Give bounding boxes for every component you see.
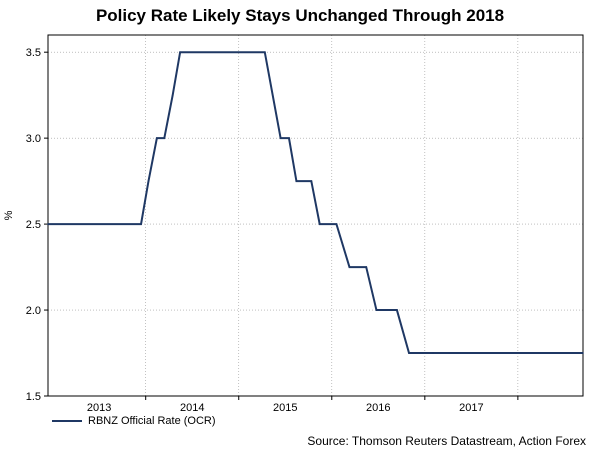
data-point [365, 266, 368, 268]
x-tick-label: 2017 [459, 402, 483, 414]
y-tick-label: 1.5 [26, 391, 41, 403]
data-point [288, 137, 290, 139]
data-point [335, 223, 338, 225]
data-point [47, 223, 49, 225]
data-point [279, 137, 282, 139]
data-point [456, 352, 459, 354]
data-point [171, 94, 174, 96]
data-point [396, 309, 398, 311]
chart-title: Policy Rate Likely Stays Unchanged Throu… [95, 6, 505, 25]
data-point [375, 309, 378, 311]
y-tick-label: 2.5 [26, 219, 41, 231]
data-point [419, 352, 421, 354]
axes: 1.5 2.0 2.5 3.0 3.5 2013 2014 2015 2016 2017 [26, 47, 519, 414]
legend-label: RBNZ Official Rate (OCR) [88, 415, 216, 427]
data-point [432, 352, 435, 354]
legend-swatch [52, 420, 82, 422]
data-point [348, 266, 351, 268]
y-tick-label: 2.0 [26, 305, 41, 317]
data-point [310, 180, 313, 182]
data-point [179, 51, 181, 53]
data-point [147, 180, 150, 182]
x-tick-label: 2015 [273, 402, 297, 414]
y-tick-label: 3.0 [26, 133, 41, 145]
data-point [156, 137, 158, 139]
grid [48, 35, 583, 396]
data-point [140, 223, 142, 225]
plot-frame [47, 34, 584, 397]
data-point [263, 51, 266, 53]
x-tick-label: 2016 [366, 402, 390, 414]
x-tick-label: 2014 [180, 402, 204, 414]
series-line-ocr [48, 51, 583, 355]
data-point [163, 137, 166, 139]
x-tick-label: 2013 [87, 402, 111, 414]
data-point [408, 352, 410, 354]
legend: RBNZ Official Rate (OCR) [52, 415, 216, 427]
y-axis-label: % [3, 210, 15, 220]
data-point [582, 352, 584, 354]
data-point [448, 352, 450, 354]
y-tick-label: 3.5 [26, 47, 41, 59]
source-note: Source: Thomson Reuters Datastream, Acti… [307, 434, 586, 448]
series [47, 51, 584, 355]
data-point [295, 180, 298, 182]
data-point [318, 223, 321, 225]
